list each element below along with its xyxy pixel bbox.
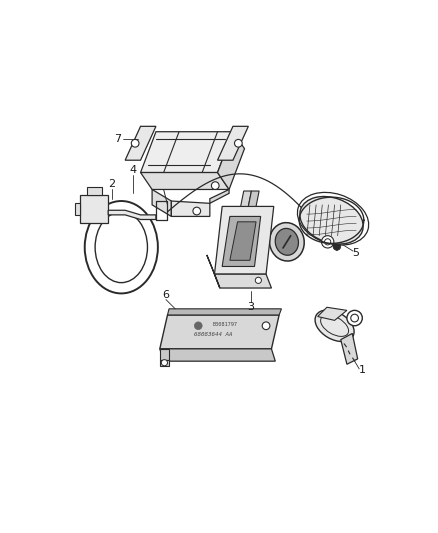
Text: B3081797: B3081797 <box>213 322 238 327</box>
Polygon shape <box>215 206 274 274</box>
Ellipse shape <box>85 201 158 294</box>
Circle shape <box>321 236 334 248</box>
Polygon shape <box>248 191 259 206</box>
Polygon shape <box>218 126 248 160</box>
Circle shape <box>347 310 362 326</box>
Ellipse shape <box>275 229 298 255</box>
Polygon shape <box>167 309 282 315</box>
Polygon shape <box>108 210 156 220</box>
Polygon shape <box>215 274 272 288</box>
Polygon shape <box>222 216 261 266</box>
Polygon shape <box>141 132 233 173</box>
Polygon shape <box>160 360 169 366</box>
Polygon shape <box>318 308 347 320</box>
Polygon shape <box>210 189 229 203</box>
Text: 3: 3 <box>247 302 254 311</box>
Circle shape <box>193 207 201 215</box>
Circle shape <box>161 360 167 366</box>
Circle shape <box>255 277 261 284</box>
Polygon shape <box>160 349 276 361</box>
Circle shape <box>212 182 219 189</box>
Polygon shape <box>160 315 279 349</box>
Text: 68083644 AA: 68083644 AA <box>194 333 233 337</box>
Text: 6: 6 <box>162 290 170 300</box>
Polygon shape <box>207 255 220 288</box>
Polygon shape <box>218 132 244 189</box>
Polygon shape <box>299 197 364 244</box>
Polygon shape <box>230 222 256 260</box>
Text: 2: 2 <box>109 179 116 189</box>
Ellipse shape <box>300 197 363 244</box>
Polygon shape <box>141 173 229 189</box>
Polygon shape <box>152 189 171 216</box>
Text: 1: 1 <box>359 366 366 375</box>
Polygon shape <box>87 187 102 195</box>
Circle shape <box>325 239 331 245</box>
Polygon shape <box>171 201 210 216</box>
Circle shape <box>351 314 358 322</box>
Text: 4: 4 <box>129 165 136 175</box>
Polygon shape <box>160 349 169 360</box>
Circle shape <box>262 322 270 329</box>
Polygon shape <box>341 334 358 364</box>
Ellipse shape <box>95 212 148 282</box>
Circle shape <box>333 243 341 251</box>
Circle shape <box>194 322 202 329</box>
Polygon shape <box>81 195 108 223</box>
Text: 7: 7 <box>114 134 121 144</box>
Polygon shape <box>240 191 251 206</box>
Circle shape <box>131 140 139 147</box>
Circle shape <box>234 140 242 147</box>
Ellipse shape <box>315 310 354 342</box>
Text: 5: 5 <box>353 248 360 257</box>
Ellipse shape <box>269 223 304 261</box>
Polygon shape <box>75 203 81 215</box>
Polygon shape <box>125 126 156 160</box>
